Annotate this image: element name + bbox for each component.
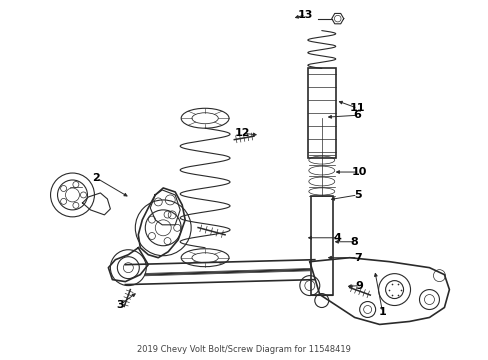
Text: 10: 10 (351, 167, 366, 177)
Text: 11: 11 (349, 103, 365, 113)
Text: 6: 6 (353, 110, 361, 120)
Bar (310, 196, 332, 294)
Text: 1: 1 (378, 307, 386, 318)
Text: 9: 9 (355, 280, 363, 291)
Text: 8: 8 (350, 237, 358, 247)
Text: 2: 2 (92, 173, 100, 183)
Text: 4: 4 (333, 233, 341, 243)
Text: 7: 7 (353, 253, 361, 263)
Text: 13: 13 (298, 10, 313, 20)
Bar (307, 68, 335, 158)
Text: 12: 12 (234, 128, 249, 138)
Text: 2019 Chevy Volt Bolt/Screw Diagram for 11548419: 2019 Chevy Volt Bolt/Screw Diagram for 1… (137, 345, 350, 354)
Text: 5: 5 (353, 190, 361, 200)
Text: 3: 3 (116, 300, 124, 310)
